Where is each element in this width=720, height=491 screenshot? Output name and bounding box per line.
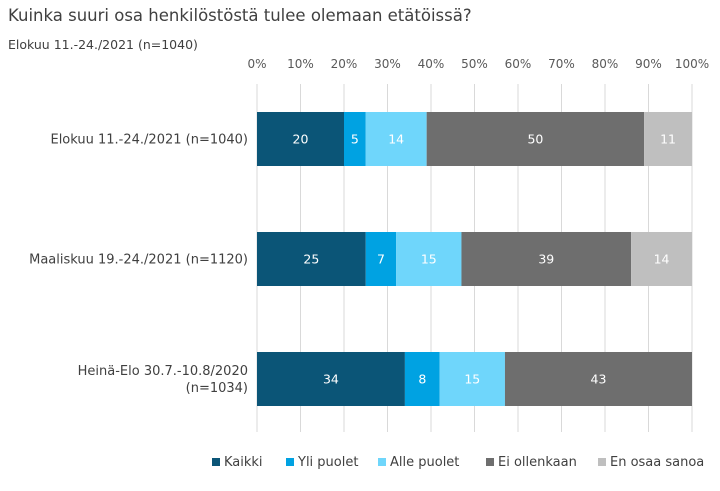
data-label: 5 (351, 132, 359, 147)
category-label: Maaliskuu 19.-24./2021 (n=1120) (29, 253, 248, 268)
legend-swatch (378, 458, 386, 466)
data-label: 11 (660, 132, 676, 147)
data-label: 15 (464, 372, 480, 387)
chart-title: Kuinka suuri osa henkilöstöstä tulee ole… (8, 6, 472, 25)
bar-segment (257, 112, 344, 166)
legend-label: Yli puolet (297, 455, 358, 470)
data-label: 14 (388, 132, 404, 147)
legend-label: Ei ollenkaan (498, 455, 577, 470)
data-label: 14 (654, 252, 670, 267)
data-label: 8 (418, 372, 426, 387)
category-label: (n=1034) (186, 381, 248, 396)
x-tick-label: 10% (287, 57, 314, 71)
legend-label: Kaikki (224, 455, 263, 470)
category-label: Elokuu 11.-24./2021 (n=1040) (50, 133, 248, 148)
x-tick-label: 70% (548, 57, 575, 71)
bar-segment (439, 352, 505, 406)
bar-segment (461, 232, 632, 286)
bar-segment (404, 352, 440, 406)
bar-segment (631, 232, 692, 286)
category-label: Heinä-Elo 30.7.-10.8/2020 (78, 364, 248, 379)
x-tick-label: 40% (418, 57, 445, 71)
legend-label: En osaa sanoa (610, 455, 704, 470)
bar-segment (365, 112, 427, 166)
bar-segment (504, 352, 692, 406)
x-tick-label: 90% (635, 57, 662, 71)
legend-swatch (286, 458, 294, 466)
bar-segment (644, 112, 692, 166)
data-label: 7 (377, 252, 385, 267)
x-tick-label: 80% (592, 57, 619, 71)
data-label: 15 (421, 252, 437, 267)
x-tick-label: 60% (505, 57, 532, 71)
x-tick-label: 50% (461, 57, 488, 71)
data-label: 34 (323, 372, 339, 387)
data-label: 50 (527, 132, 543, 147)
chart-subtitle: Elokuu 11.-24./2021 (n=1040) (8, 37, 198, 52)
legend-label: Alle puolet (390, 455, 459, 470)
x-tick-label: 100% (675, 57, 709, 71)
x-tick-label: 0% (247, 57, 266, 71)
data-label: 39 (538, 252, 554, 267)
bar-segment (257, 352, 405, 406)
data-label: 25 (303, 252, 319, 267)
bar-segment (365, 232, 397, 286)
bar-segment (396, 232, 462, 286)
data-label: 20 (293, 132, 309, 147)
data-label: 43 (591, 372, 607, 387)
x-tick-label: 20% (331, 57, 358, 71)
bar-segment (344, 112, 366, 166)
legend-swatch (598, 458, 606, 466)
legend-swatch (486, 458, 494, 466)
bar-segment (257, 232, 366, 286)
legend-swatch (212, 458, 220, 466)
x-tick-label: 30% (374, 57, 401, 71)
bar-segment (426, 112, 645, 166)
